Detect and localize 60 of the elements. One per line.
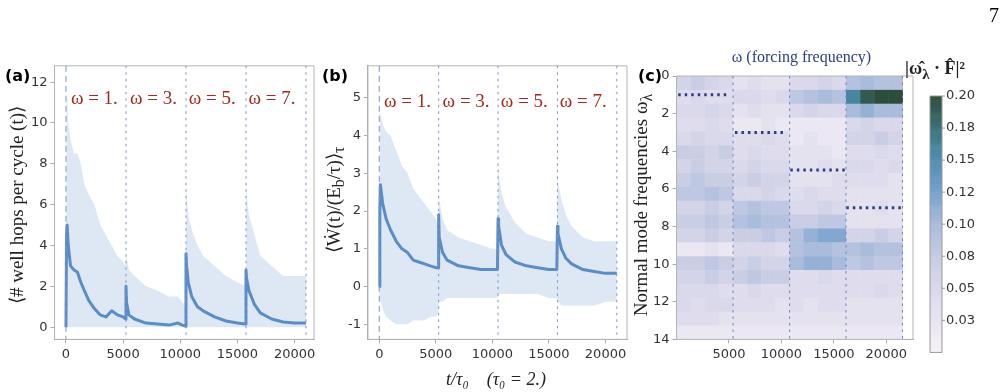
annotation: ω = 5. xyxy=(500,90,548,112)
annotation: ω = 5. xyxy=(188,87,236,109)
y-tick-label: 10 xyxy=(653,255,670,271)
y-tick-label: 4 xyxy=(39,236,48,252)
y-tick-label: 4 xyxy=(661,142,670,158)
annotation: ω = 3. xyxy=(130,87,178,109)
x-tick-label: 10000 xyxy=(760,345,803,361)
chart-title: (c) xyxy=(638,66,663,85)
y-tick-label: 3 xyxy=(352,164,361,180)
annotation: ω = 3. xyxy=(442,90,490,112)
color-bar-label: 0.08 xyxy=(946,247,975,263)
color-bar-label: 0.15 xyxy=(946,151,975,167)
annotation: ω = 7. xyxy=(248,87,296,109)
x-tick-label: 20000 xyxy=(584,345,627,361)
color-bar-title: |ω̂$_{λ}$ · F̂|² xyxy=(905,58,965,83)
annotation: ω = 7. xyxy=(559,90,607,112)
y-tick-label: 4 xyxy=(352,126,361,142)
y-tick-label: 12 xyxy=(653,293,670,309)
color-bar-label: 0.03 xyxy=(946,311,975,327)
x-axis-title: t/τ₀ (τ₀ = 2.) xyxy=(445,368,547,390)
y-tick-label: 6 xyxy=(661,180,670,196)
color-bar-label: 0.10 xyxy=(946,215,975,231)
y-tick-label: 6 xyxy=(39,196,48,212)
x-tick-label: 20000 xyxy=(865,345,907,361)
x-tick-label: 15000 xyxy=(813,345,855,361)
y-tick-label: 8 xyxy=(39,155,48,171)
color-bar-label: 0.20 xyxy=(946,87,975,103)
x-tick-label: 0 xyxy=(375,345,384,361)
y-tick-label: 5 xyxy=(352,89,361,105)
y-tick-label: 12 xyxy=(31,73,48,89)
y-tick-label: 2 xyxy=(352,202,361,218)
chart-title: (a) xyxy=(5,66,31,85)
x-tick-label: 15000 xyxy=(528,345,570,361)
y-tick-label: 2 xyxy=(39,277,48,293)
chart-title: (b) xyxy=(322,66,349,85)
y-tick-label: 8 xyxy=(661,217,670,233)
x-tick-label: 5000 xyxy=(106,345,140,361)
y-tick-label: 2 xyxy=(661,105,670,120)
x-tick-label: 10000 xyxy=(471,345,514,361)
y-axis-title: ⟨# well hops per cycle (t)⟩ xyxy=(4,105,28,305)
y-tick-label: 0 xyxy=(352,277,361,293)
annotation: ω = 1. xyxy=(70,87,118,109)
x-tick-label: 5000 xyxy=(712,345,746,361)
y-tick-label: 14 xyxy=(653,330,670,346)
x-tick-label: 5000 xyxy=(419,345,453,361)
color-bar-label: 0.05 xyxy=(946,279,975,295)
color-bar-label: 0.18 xyxy=(946,119,975,135)
x-tick-label: 10000 xyxy=(159,345,201,361)
y-tick-label: 1 xyxy=(352,240,361,256)
y-tick-label: 10 xyxy=(31,114,48,130)
x-tick-label: 0 xyxy=(61,345,71,361)
annotation: ω = 1. xyxy=(384,90,432,112)
text: 7 xyxy=(989,4,999,27)
x-tick-label: 15000 xyxy=(216,345,259,361)
y-tick-label: 0 xyxy=(39,318,48,334)
y-tick-label: -1 xyxy=(347,315,361,331)
series-label: ω (forcing frequency) xyxy=(731,48,872,67)
y-tick-label: 0 xyxy=(661,67,670,83)
color-bar-label: 0.12 xyxy=(946,183,975,199)
x-tick-label: 20000 xyxy=(273,345,316,361)
